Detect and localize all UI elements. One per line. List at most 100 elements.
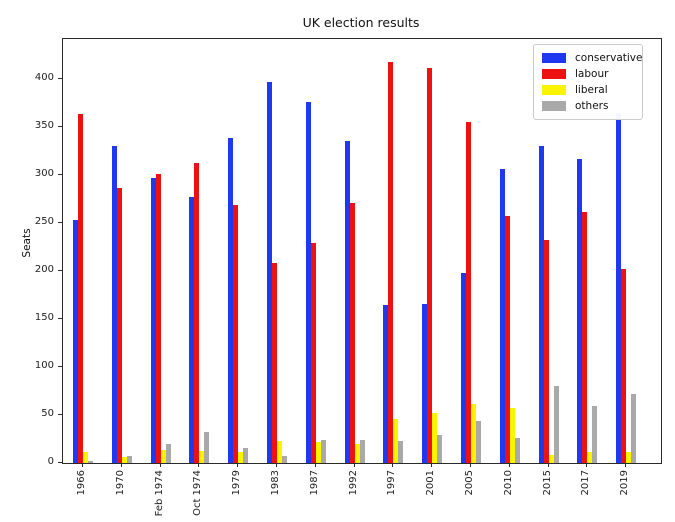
- x-tick-label: 1983: [270, 470, 281, 496]
- bar-conservative-2015: [538, 146, 544, 463]
- bar-others-1979: [243, 447, 249, 463]
- y-axis-tick: [58, 126, 62, 128]
- bar-liberal-1970: [121, 457, 127, 463]
- bar-liberal-1997: [393, 418, 399, 463]
- x-tick-label: 1992: [347, 470, 359, 496]
- bar-others-2001: [437, 435, 443, 463]
- x-tick-label: 1997: [386, 470, 398, 496]
- x-axis-tick: [237, 463, 239, 467]
- legend-item-conservative: conservative: [542, 50, 642, 66]
- bar-liberal-1987: [315, 441, 321, 463]
- bar-liberal-2019: [626, 452, 632, 463]
- bar-labour-1992: [349, 203, 355, 463]
- bar-conservative-1983: [267, 82, 272, 463]
- x-tick-label: 1970: [114, 470, 126, 496]
- x-tick-label: 1979: [231, 470, 243, 496]
- legend-label: others: [575, 100, 609, 112]
- y-tick-label: 150: [34, 312, 54, 324]
- y-tick-label: 200: [34, 264, 54, 276]
- x-axis-tick: [159, 463, 161, 467]
- bar-liberal-2017: [587, 451, 593, 463]
- x-tick-label: 2010: [502, 470, 514, 496]
- bar-labour-1987: [310, 243, 316, 463]
- bar-conservative-2019: [616, 112, 622, 463]
- legend-swatch-others: [542, 101, 566, 111]
- bar-liberal-feb-1974: [160, 449, 166, 463]
- y-tick-label: 250: [34, 216, 54, 228]
- bar-others-2015: [553, 386, 559, 463]
- bar-liberal-1979: [238, 452, 244, 463]
- x-axis-tick: [431, 463, 433, 467]
- bar-others-oct-1974: [204, 432, 210, 463]
- bar-others-1997: [398, 440, 404, 463]
- y-axis-tick: [58, 366, 62, 368]
- bar-others-1992: [359, 439, 365, 463]
- x-axis-tick: [586, 463, 588, 467]
- bar-labour-2017: [582, 211, 588, 463]
- y-tick-label: 0: [47, 456, 54, 467]
- bar-liberal-2015: [548, 455, 554, 463]
- legend-label: labour: [575, 68, 609, 80]
- legend-swatch-labour: [542, 69, 566, 79]
- y-axis-tick: [58, 270, 62, 272]
- bar-liberal-2001: [432, 413, 438, 463]
- bar-others-2017: [592, 406, 598, 463]
- y-tick-label: 350: [34, 120, 54, 132]
- bar-others-1970: [126, 456, 132, 463]
- y-axis-tick: [58, 462, 62, 463]
- legend-item-liberal: liberal: [542, 82, 634, 98]
- bar-labour-1970: [116, 187, 122, 463]
- x-axis-tick: [120, 463, 122, 467]
- bar-labour-1966: [78, 113, 83, 463]
- legend-item-others: others: [542, 98, 634, 114]
- y-axis-tick: [58, 78, 62, 80]
- x-tick-label: 2015: [541, 470, 553, 496]
- bar-labour-1979: [233, 204, 239, 463]
- x-axis-tick: [82, 463, 83, 467]
- x-tick-label: 1987: [308, 470, 320, 496]
- bar-others-feb-1974: [165, 443, 171, 463]
- bar-others-2005: [476, 420, 481, 463]
- bar-liberal-oct-1974: [199, 450, 205, 463]
- y-tick-label: 100: [34, 360, 54, 372]
- bar-labour-1997: [388, 62, 394, 463]
- bar-liberal-1992: [354, 443, 360, 463]
- bar-labour-2001: [427, 67, 433, 463]
- bar-conservative-feb-1974: [150, 178, 156, 463]
- x-tick-label: 2017: [580, 470, 592, 496]
- bar-others-2010: [514, 438, 520, 463]
- bar-conservative-1987: [305, 102, 311, 463]
- x-axis-tick: [508, 463, 510, 467]
- bar-labour-2015: [543, 240, 549, 463]
- bar-labour-1983: [272, 262, 277, 463]
- bar-conservative-2005: [461, 273, 466, 463]
- x-axis-tick: [276, 463, 277, 467]
- bar-conservative-2017: [577, 158, 583, 463]
- bar-labour-feb-1974: [155, 174, 161, 463]
- legend: conservative labour liberal others: [533, 44, 643, 120]
- bar-labour-2005: [466, 122, 471, 463]
- legend-label: conservative: [575, 52, 643, 64]
- y-axis-label: Seats: [21, 228, 33, 258]
- y-axis-tick: [58, 174, 62, 176]
- x-tick-label: Oct 1974: [192, 470, 204, 516]
- y-tick-label: 50: [41, 408, 54, 420]
- bar-conservative-1992: [344, 140, 350, 463]
- bar-liberal-1966: [83, 451, 88, 463]
- bar-liberal-2010: [509, 408, 515, 463]
- y-tick-label: 400: [34, 72, 54, 84]
- bar-others-1966: [88, 461, 93, 463]
- chart-title: UK election results: [302, 15, 420, 30]
- bar-conservative-1979: [228, 137, 234, 463]
- x-tick-label: 2019: [619, 470, 631, 496]
- bar-others-1983: [282, 456, 287, 463]
- x-tick-label: 2005: [464, 470, 475, 496]
- legend-swatch-liberal: [542, 85, 566, 95]
- bar-conservative-1970: [111, 146, 117, 463]
- x-axis-tick: [353, 463, 355, 467]
- bar-conservative-2001: [422, 303, 428, 463]
- bar-others-1987: [320, 439, 326, 463]
- legend-swatch-conservative: [542, 53, 566, 63]
- y-axis-tick: [58, 222, 62, 224]
